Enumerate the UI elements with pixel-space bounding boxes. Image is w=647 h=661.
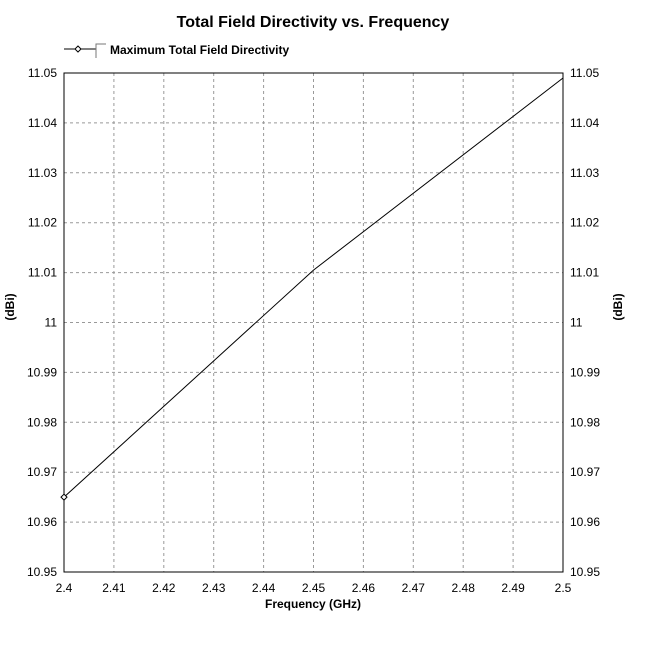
y-tick-label-right: 11.05 bbox=[570, 66, 599, 80]
legend-diamond-marker-icon bbox=[74, 45, 82, 53]
series-marker-diamond bbox=[60, 493, 68, 501]
x-tick-label: 2.47 bbox=[402, 581, 426, 595]
y-tick-label-right: 11.01 bbox=[570, 266, 599, 280]
y-tick-label-left: 10.95 bbox=[27, 565, 57, 579]
x-tick-label: 2.43 bbox=[202, 581, 226, 595]
y-tick-label-right: 10.96 bbox=[570, 515, 600, 529]
gridlines bbox=[64, 73, 563, 572]
y-tick-label-left: 11.03 bbox=[28, 166, 57, 180]
plot-area-frame bbox=[63, 72, 564, 573]
y-tick-label-left: 11 bbox=[45, 316, 58, 330]
y-axis-title-left: (dBi) bbox=[3, 293, 17, 320]
x-tick-label: 2.42 bbox=[152, 581, 176, 595]
tick-labels: 2.4 2.41 2.42 2.43 2.44 2.45 2.46 2.47 2.48 2.49 2… bbox=[27, 66, 600, 595]
y-axis-title-right: (dBi) bbox=[611, 293, 625, 320]
y-tick-label-left: 11.01 bbox=[28, 266, 57, 280]
y-tick-label-left: 10.98 bbox=[27, 415, 57, 429]
x-tick-label: 2.46 bbox=[352, 581, 376, 595]
x-tick-label: 2.5 bbox=[555, 581, 572, 595]
series-line bbox=[63, 77, 564, 498]
y-tick-label-right: 11 bbox=[570, 316, 583, 330]
x-axis-title: Frequency (GHz) bbox=[265, 597, 361, 611]
legend-label: Maximum Total Field Directivity bbox=[110, 43, 289, 57]
y-tick-label-left: 10.99 bbox=[27, 365, 57, 379]
x-tick-label: 2.41 bbox=[102, 581, 126, 595]
y-tick-label-left: 10.96 bbox=[27, 515, 57, 529]
y-tick-label-right: 10.99 bbox=[570, 365, 600, 379]
y-tick-label-left: 11.04 bbox=[28, 116, 57, 130]
chart-title: Total Field Directivity vs. Frequency bbox=[177, 14, 450, 31]
y-tick-label-left: 11.05 bbox=[28, 66, 57, 80]
x-tick-label: 2.45 bbox=[302, 581, 326, 595]
y-tick-label-right: 11.02 bbox=[570, 216, 599, 230]
x-tick-label: 2.44 bbox=[252, 581, 276, 595]
x-tick-label: 2.48 bbox=[452, 581, 476, 595]
x-tick-label: 2.49 bbox=[501, 581, 525, 595]
y-tick-label-right: 10.95 bbox=[570, 565, 600, 579]
x-tick-label: 2.4 bbox=[56, 581, 73, 595]
legend: Maximum Total Field Directivity bbox=[64, 43, 289, 58]
y-tick-label-right: 10.97 bbox=[570, 465, 600, 479]
y-tick-label-right: 11.04 bbox=[570, 116, 599, 130]
y-tick-label-right: 10.98 bbox=[570, 415, 600, 429]
y-tick-label-left: 11.02 bbox=[28, 216, 57, 230]
series-layer bbox=[60, 77, 564, 501]
y-tick-label-right: 11.03 bbox=[570, 166, 599, 180]
legend-bracket-icon bbox=[95, 43, 106, 58]
y-tick-label-left: 10.97 bbox=[27, 465, 57, 479]
